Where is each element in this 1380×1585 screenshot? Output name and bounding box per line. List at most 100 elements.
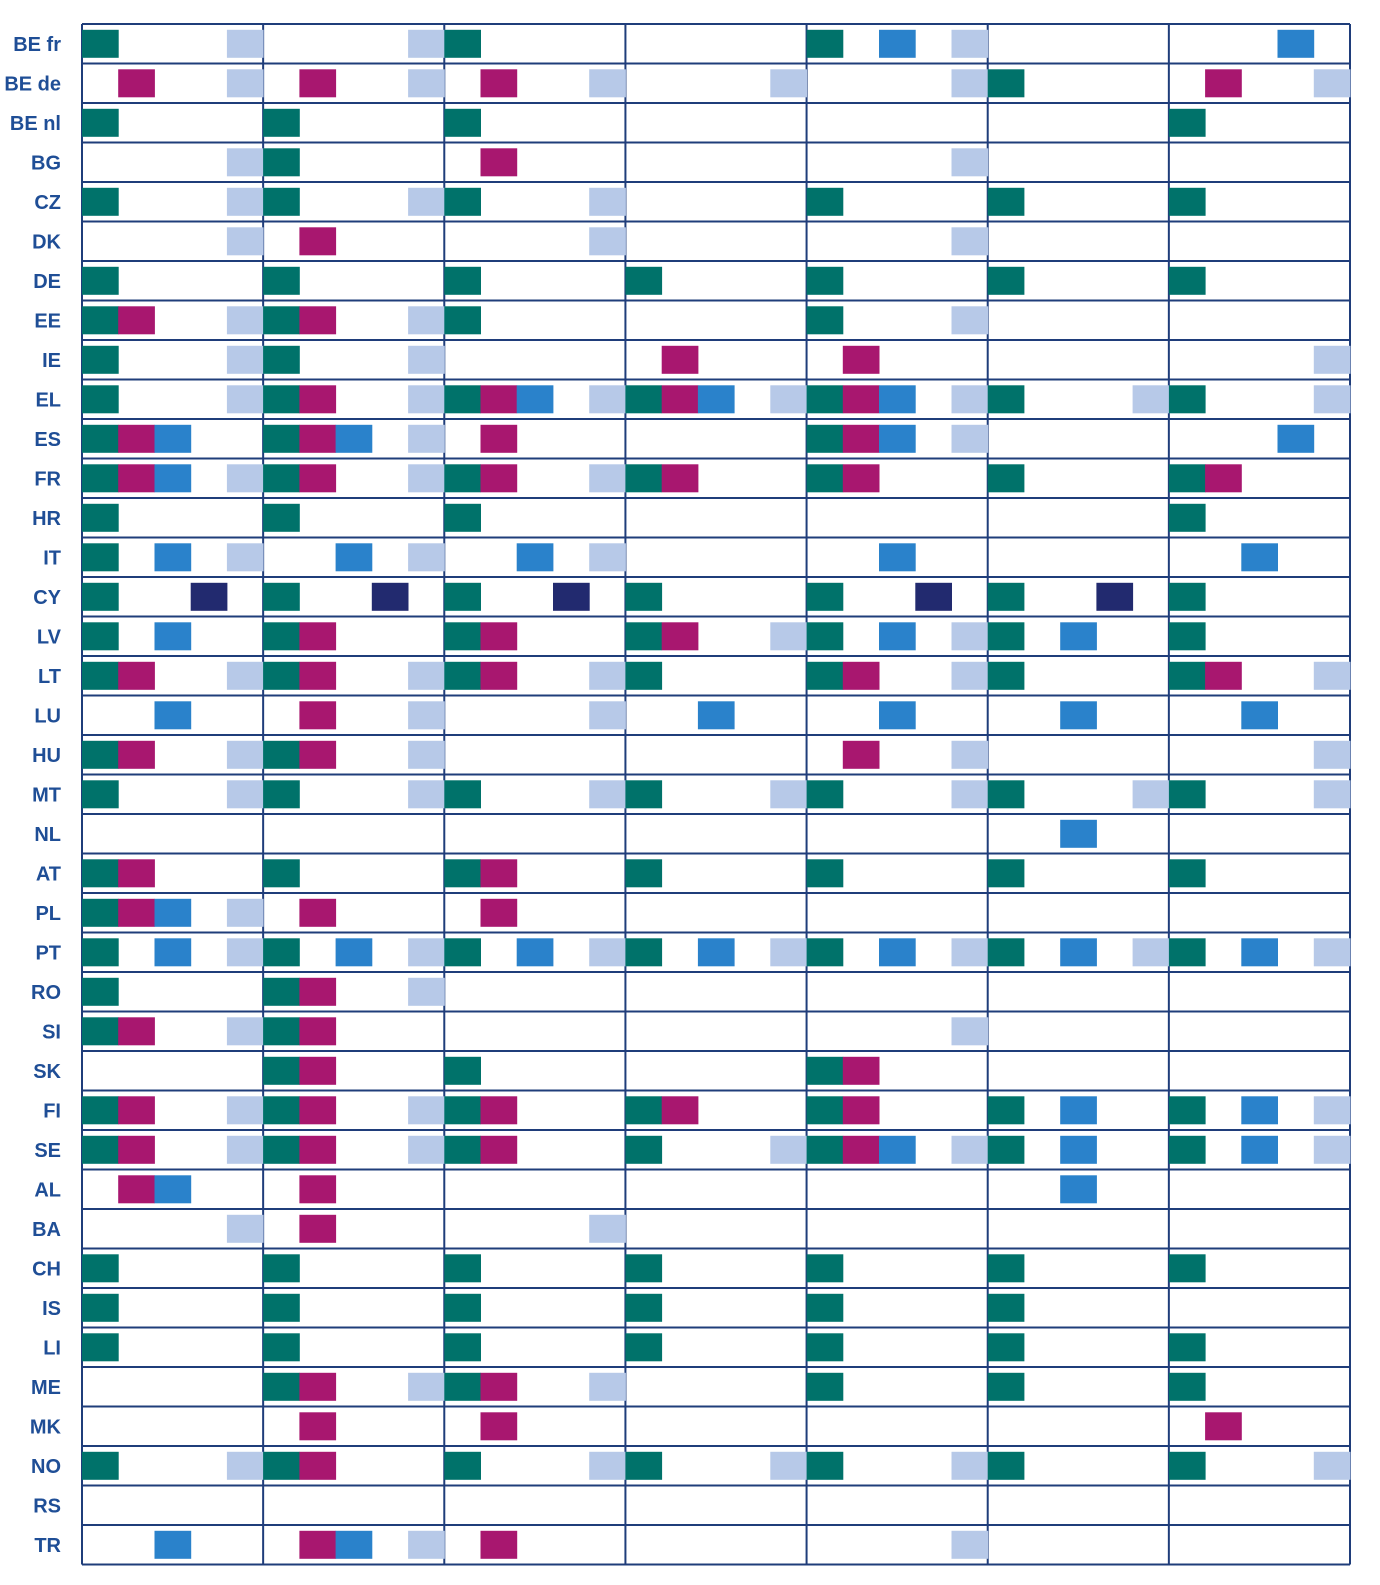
- cell-mark: [1313, 740, 1351, 769]
- cell-mark: [154, 543, 192, 572]
- cell-mark: [263, 306, 300, 335]
- cell-mark: [625, 1333, 663, 1362]
- cell-mark: [82, 424, 119, 453]
- cell-mark: [480, 1372, 518, 1401]
- cell-mark: [951, 424, 989, 453]
- cell-mark: [480, 1412, 518, 1441]
- cell-mark: [1168, 464, 1206, 493]
- cell-mark: [806, 1056, 844, 1085]
- cell-mark: [299, 1214, 337, 1243]
- cell-mark: [444, 1135, 481, 1164]
- cell-mark: [1241, 938, 1278, 967]
- cell-mark: [1168, 661, 1206, 690]
- row-label: LV: [37, 626, 62, 648]
- cell-mark: [987, 1254, 1025, 1283]
- cell-mark: [263, 1254, 300, 1283]
- cell-mark: [263, 1333, 300, 1362]
- cell-mark: [299, 740, 337, 769]
- cell-mark: [951, 385, 989, 414]
- cell-mark: [480, 148, 518, 177]
- cell-mark: [879, 424, 916, 453]
- cell-mark: [263, 424, 300, 453]
- cell-mark: [1205, 464, 1242, 493]
- cell-mark: [1168, 1372, 1206, 1401]
- cell-mark: [226, 227, 264, 256]
- cell-mark: [82, 385, 119, 414]
- cell-mark: [82, 345, 119, 374]
- cell-mark: [226, 187, 264, 216]
- cell-mark: [226, 780, 264, 809]
- cell-mark: [589, 780, 626, 809]
- cell-mark: [951, 1451, 989, 1480]
- cell-mark: [480, 69, 518, 98]
- cell-mark: [444, 187, 481, 216]
- cell-mark: [879, 385, 916, 414]
- cell-mark: [1168, 1451, 1206, 1480]
- cell-mark: [1168, 582, 1206, 611]
- cell-mark: [263, 1372, 300, 1401]
- cell-mark: [408, 306, 445, 335]
- cell-mark: [118, 464, 155, 493]
- cell-mark: [806, 385, 844, 414]
- cell-mark: [987, 780, 1025, 809]
- cell-mark: [82, 108, 119, 137]
- cell-mark: [118, 424, 155, 453]
- cell-mark: [589, 227, 626, 256]
- row-label: DK: [32, 231, 61, 253]
- cell-mark: [480, 859, 518, 888]
- cell-mark: [335, 1530, 373, 1559]
- cell-mark: [625, 582, 663, 611]
- cell-mark: [118, 1017, 155, 1046]
- cell-mark: [589, 1451, 626, 1480]
- cell-mark: [263, 938, 300, 967]
- cell-mark: [299, 1451, 337, 1480]
- cell-mark: [82, 977, 119, 1006]
- cell-mark: [1168, 1333, 1206, 1362]
- cell-mark: [299, 1530, 337, 1559]
- row-label: IE: [42, 350, 61, 372]
- cell-mark: [82, 1017, 119, 1046]
- cell-mark: [1241, 701, 1278, 730]
- cell-mark: [697, 385, 735, 414]
- cell-mark: [951, 29, 989, 58]
- cell-mark: [226, 543, 264, 572]
- cell-mark: [842, 1135, 880, 1164]
- cell-mark: [625, 622, 663, 651]
- cell-mark: [118, 1175, 155, 1204]
- cell-mark: [408, 345, 445, 374]
- cell-mark: [444, 1451, 481, 1480]
- cell-mark: [625, 1135, 663, 1164]
- cell-mark: [154, 464, 192, 493]
- row-label: ES: [34, 429, 61, 451]
- row-label: BA: [32, 1219, 61, 1241]
- cell-mark: [987, 464, 1025, 493]
- cell-mark: [82, 266, 119, 295]
- cell-mark: [987, 938, 1025, 967]
- cell-mark: [118, 1135, 155, 1164]
- cell-mark: [987, 1372, 1025, 1401]
- cell-mark: [770, 1135, 807, 1164]
- cell-mark: [408, 1135, 445, 1164]
- cell-mark: [263, 977, 300, 1006]
- row-label: BE nl: [10, 113, 61, 135]
- cell-mark: [299, 464, 337, 493]
- cell-mark: [226, 898, 264, 927]
- cell-mark: [408, 543, 445, 572]
- cell-mark: [263, 345, 300, 374]
- row-label: IS: [42, 1298, 61, 1320]
- cell-mark: [987, 622, 1025, 651]
- cell-mark: [1168, 266, 1206, 295]
- cell-mark: [697, 701, 735, 730]
- cell-mark: [987, 1333, 1025, 1362]
- cell-mark: [806, 1293, 844, 1322]
- row-label: RO: [31, 982, 61, 1004]
- cell-mark: [408, 701, 445, 730]
- cell-mark: [1313, 345, 1351, 374]
- cell-mark: [951, 306, 989, 335]
- cell-mark: [589, 187, 626, 216]
- cell-mark: [408, 1530, 445, 1559]
- cell-mark: [806, 1451, 844, 1480]
- cell-mark: [842, 1096, 880, 1125]
- cell-mark: [661, 1096, 699, 1125]
